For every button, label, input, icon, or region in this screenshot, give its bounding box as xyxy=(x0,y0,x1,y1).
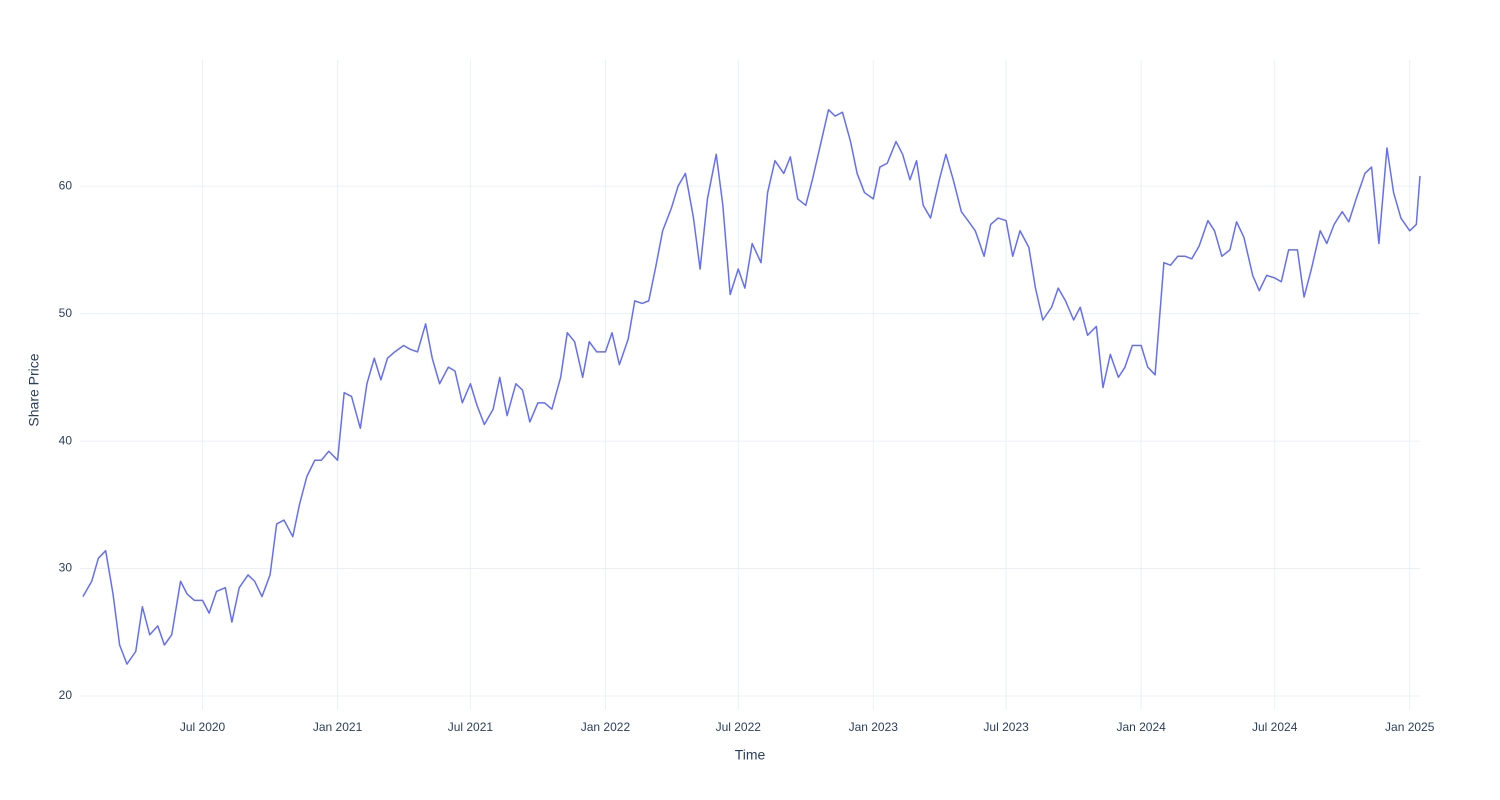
y-tick-label: 50 xyxy=(59,306,73,320)
y-tick-label: 30 xyxy=(59,561,73,575)
x-tick-label: Jul 2021 xyxy=(448,720,494,734)
x-tick-label: Jan 2022 xyxy=(581,720,631,734)
x-tick-label: Jan 2021 xyxy=(313,720,363,734)
x-tick-label: Jan 2023 xyxy=(849,720,899,734)
x-tick-label: Jul 2022 xyxy=(716,720,762,734)
x-tick-label: Jan 2024 xyxy=(1116,720,1166,734)
x-tick-label: Jul 2020 xyxy=(180,720,226,734)
x-tick-label: Jul 2023 xyxy=(983,720,1029,734)
x-tick-label: Jul 2024 xyxy=(1252,720,1298,734)
price-line xyxy=(82,108,1421,665)
y-tick-label: 20 xyxy=(59,688,73,702)
y-axis-title: Share Price xyxy=(26,353,42,426)
x-tick-label: Jan 2025 xyxy=(1385,720,1435,734)
x-axis-title: Time xyxy=(735,747,766,763)
y-tick-label: 60 xyxy=(59,178,73,192)
y-tick-label: 40 xyxy=(59,433,73,447)
